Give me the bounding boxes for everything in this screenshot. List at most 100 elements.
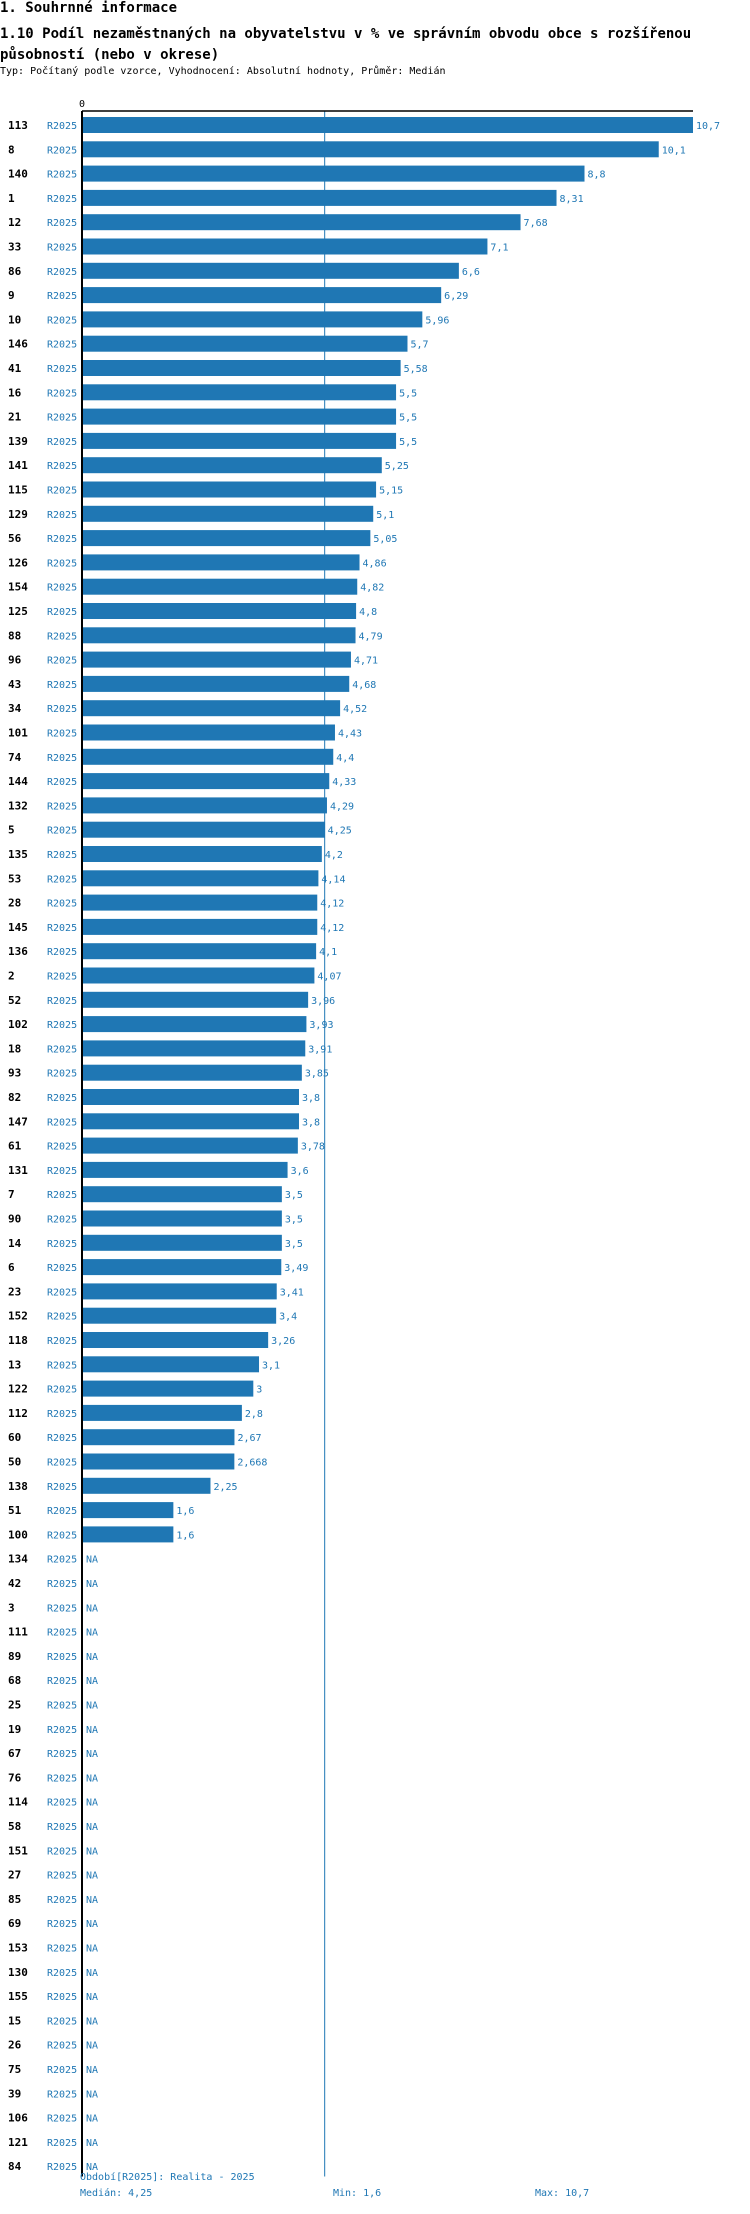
series-label: R2025: [47, 1798, 77, 1809]
category-label: 42: [8, 1577, 21, 1590]
bar: [82, 773, 330, 790]
category-label: 126: [8, 556, 28, 569]
bar: [82, 1161, 288, 1178]
bar: [82, 578, 358, 595]
series-label: R2025: [47, 850, 77, 861]
series-label: R2025: [47, 1506, 77, 1517]
series-label: R2025: [47, 1093, 77, 1104]
category-label: 61: [8, 1140, 22, 1153]
data-label: 3,96: [311, 996, 335, 1007]
data-label: 3,8: [302, 1093, 320, 1104]
series-label: R2025: [47, 1239, 77, 1250]
series-label: R2025: [47, 996, 77, 1007]
category-label: 136: [8, 945, 28, 958]
category-label: 15: [8, 2014, 21, 2027]
category-label: 88: [8, 629, 21, 642]
series-label: R2025: [47, 1385, 77, 1396]
data-label: 7,68: [524, 218, 548, 229]
series-label: R2025: [47, 1020, 77, 1031]
data-label: 3,93: [309, 1020, 333, 1031]
data-label: NA: [86, 1798, 98, 1809]
data-label: NA: [86, 1992, 98, 2003]
bar: [82, 1380, 254, 1397]
category-label: 152: [8, 1310, 28, 1323]
category-label: 21: [8, 411, 22, 424]
category-label: 147: [8, 1115, 28, 1128]
series-label: R2025: [47, 631, 77, 642]
category-label: 155: [8, 1990, 28, 2003]
footer-period: Období[R2025]: Realita - 2025: [80, 2172, 255, 2183]
series-label: R2025: [47, 534, 77, 545]
series-label: R2025: [47, 2114, 77, 2125]
series-label: R2025: [47, 461, 77, 472]
category-label: 84: [8, 2160, 22, 2173]
x-tick-label: 0: [79, 99, 85, 110]
category-label: 13: [8, 1358, 21, 1371]
category-label: 14: [8, 1237, 22, 1250]
series-label: R2025: [47, 121, 77, 132]
bar: [82, 627, 356, 644]
category-label: 101: [8, 727, 28, 740]
bar: [82, 505, 374, 522]
data-label: NA: [86, 1749, 98, 1760]
category-label: 89: [8, 1650, 21, 1663]
data-label: 3,41: [280, 1287, 304, 1298]
bar: [82, 1356, 260, 1373]
data-label: NA: [86, 1628, 98, 1639]
data-label: NA: [86, 2065, 98, 2076]
series-label: R2025: [47, 2138, 77, 2149]
bar: [82, 821, 325, 838]
series-label: R2025: [47, 923, 77, 934]
series-label: R2025: [47, 1895, 77, 1906]
category-label: 75: [8, 2063, 21, 2076]
data-label: NA: [86, 2138, 98, 2149]
bar: [82, 457, 382, 474]
category-label: 3: [8, 1601, 15, 1614]
data-label: 10,1: [662, 145, 686, 156]
bar: [82, 1137, 298, 1154]
category-label: 145: [8, 921, 28, 934]
category-label: 28: [8, 897, 21, 910]
category-label: 8: [8, 143, 15, 156]
category-label: 18: [8, 1042, 21, 1055]
bar: [82, 214, 521, 231]
series-label: R2025: [47, 1992, 77, 2003]
series-label: R2025: [47, 704, 77, 715]
series-label: R2025: [47, 1433, 77, 1444]
data-label: NA: [86, 1846, 98, 1857]
data-label: 5,15: [379, 486, 403, 497]
bar: [82, 554, 360, 571]
series-label: R2025: [47, 656, 77, 667]
data-label: 4,33: [332, 777, 356, 788]
category-label: 135: [8, 848, 28, 861]
series-label: R2025: [47, 1846, 77, 1857]
bar: [82, 797, 327, 814]
series-label: R2025: [47, 1628, 77, 1639]
category-label: 115: [8, 484, 28, 497]
category-label: 93: [8, 1067, 21, 1080]
category-label: 23: [8, 1285, 21, 1298]
series-label: R2025: [47, 972, 77, 983]
series-label: R2025: [47, 680, 77, 691]
category-label: 90: [8, 1213, 21, 1226]
bar: [82, 700, 341, 717]
footer-median: Medián: 4,25: [80, 2187, 152, 2199]
series-label: R2025: [47, 2089, 77, 2100]
series-label: R2025: [47, 777, 77, 788]
series-label: R2025: [47, 1530, 77, 1541]
category-label: 125: [8, 605, 28, 618]
data-label: 8,31: [560, 194, 584, 205]
series-label: R2025: [47, 2162, 77, 2173]
series-label: R2025: [47, 1773, 77, 1784]
category-label: 102: [8, 1018, 28, 1031]
category-label: 86: [8, 265, 22, 278]
category-label: 85: [8, 1893, 21, 1906]
bar: [82, 846, 322, 862]
bar: [82, 530, 371, 547]
data-label: 3,6: [291, 1166, 309, 1177]
bar: [82, 870, 319, 887]
category-label: 1: [8, 192, 15, 205]
data-label: NA: [86, 1822, 98, 1833]
series-label: R2025: [47, 947, 77, 958]
data-label: 3: [256, 1385, 262, 1396]
